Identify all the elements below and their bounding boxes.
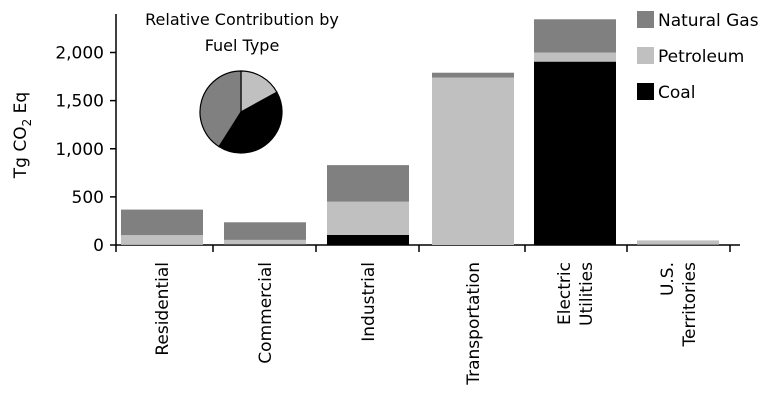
- x-category-labels: Residential Commercial Industrial Transport…: [115, 245, 731, 386]
- bar-segment-petroleum: [224, 239, 306, 245]
- legend-label: Coal: [658, 83, 695, 103]
- y-axis-label: Tg CO2 Eq: [11, 92, 34, 179]
- y-axis-label-suffix: Eq: [11, 92, 31, 119]
- pie-slice-petroleum: [240, 70, 278, 114]
- legend-label: Natural Gas: [658, 11, 759, 31]
- legend-swatch: [637, 83, 654, 100]
- inset-pie: Relative Contribution by Fuel Type: [145, 10, 339, 154]
- x-category-label: Utilities: [577, 262, 597, 326]
- bar-segment-natural-gas: [121, 209, 203, 236]
- bar-segment-natural-gas: [327, 165, 409, 202]
- y-tick-label: 1,500: [55, 92, 104, 112]
- bar-segment-coal: [224, 244, 306, 245]
- bar-segment-natural-gas: [534, 19, 616, 53]
- bar-segment-petroleum: [327, 201, 409, 235]
- bars: [121, 19, 719, 246]
- pie-slice-coal: [218, 91, 283, 154]
- y-tick-label: 500: [72, 188, 104, 208]
- bar-segment-natural-gas: [432, 72, 514, 78]
- inset-pie-title-line2: Fuel Type: [205, 36, 280, 55]
- y-ticks: 0 500 1,000 1,500 2,000: [55, 44, 116, 256]
- legend-swatch: [637, 11, 654, 28]
- bar-segment-coal: [534, 61, 616, 245]
- legend: Natural Gas Petroleum Coal: [637, 11, 759, 103]
- pie-slice-natural-gas: [199, 70, 242, 148]
- y-tick-label: 2,000: [55, 44, 104, 64]
- bar-segment-petroleum: [432, 77, 514, 246]
- x-category-label: Territories: [680, 262, 700, 348]
- x-category-label: Industrial: [359, 262, 379, 342]
- y-tick-label: 0: [93, 236, 104, 256]
- x-category-label: U.S.: [658, 262, 678, 296]
- inset-pie-title-line1: Relative Contribution by: [145, 10, 339, 29]
- bar-segment-natural-gas: [224, 222, 306, 240]
- bar-segment-petroleum: [121, 235, 203, 245]
- pie-slices: [199, 70, 283, 154]
- bar-segment-petroleum: [637, 240, 719, 245]
- x-category-label: Residential: [153, 262, 173, 356]
- x-category-label: Electric: [555, 262, 575, 325]
- bar-segment-coal: [327, 234, 409, 245]
- legend-swatch: [637, 47, 654, 64]
- y-axis-label-subscript: 2: [20, 119, 34, 127]
- x-category-label: Commercial: [256, 262, 276, 364]
- y-axis-label-main: Tg CO: [11, 126, 31, 179]
- bar-segment-petroleum: [534, 52, 616, 62]
- x-category-label: Transportation: [464, 262, 484, 386]
- y-tick-label: 1,000: [55, 140, 104, 160]
- legend-label: Petroleum: [658, 47, 744, 67]
